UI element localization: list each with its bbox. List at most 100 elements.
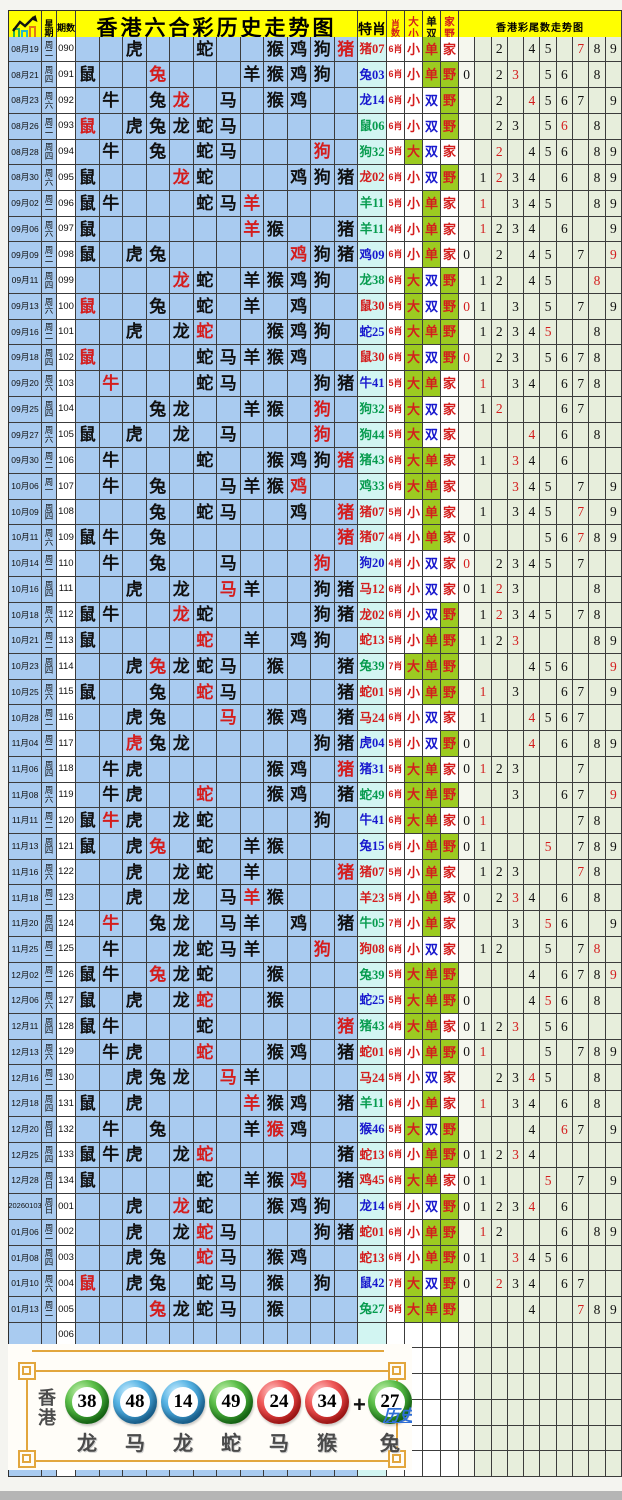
tail-cell: [475, 88, 492, 114]
history-link[interactable]: 历史: [382, 1408, 412, 1425]
tail-cell: [573, 216, 590, 243]
daxiao-cell: 小: [405, 679, 423, 706]
tail-cell: 9: [605, 525, 622, 552]
zodiac-cell-hit: 猪: [334, 242, 358, 269]
zodiac-cell: [170, 1245, 194, 1272]
zodiac-cell-hit: 蛇: [193, 859, 217, 886]
tail-cell: [459, 653, 476, 680]
zodiac-cell: [311, 216, 335, 243]
tail-cell: 3: [507, 602, 525, 629]
zodiac-cell-hit: 蛇: [193, 139, 217, 166]
zodiac-cell-hit: 牛: [99, 1142, 123, 1169]
tail-cell: [589, 242, 606, 269]
tail-cell: [556, 1168, 574, 1195]
tail-cell: [491, 988, 508, 1015]
weekday-cell: 周四: [42, 396, 57, 423]
jiaye-cell: 家: [441, 936, 459, 963]
period-cell: 094: [57, 139, 76, 166]
zodiac-cell: [334, 422, 358, 449]
zodiac-cell: [170, 242, 194, 269]
tail-cell: [524, 936, 541, 963]
weekday-cell: 周四: [42, 911, 57, 937]
zodiac-cell: [217, 1116, 241, 1143]
zodiac-cell: [123, 293, 147, 320]
zodiac-cell-hit: 牛: [99, 1039, 123, 1066]
zodiac-cell-special: 猪: [334, 36, 358, 63]
zodiac-cell: [146, 1168, 170, 1195]
tail-cell: 3: [507, 345, 525, 372]
tail-cell: [459, 499, 476, 526]
zodiac-cell: [240, 499, 264, 526]
zodiac-cell: [99, 1065, 123, 1092]
weekday-cell: 周四: [42, 268, 57, 294]
zodiac-cell: [146, 936, 170, 963]
period-cell: 100: [57, 293, 76, 320]
zodiac-cell: [240, 602, 264, 629]
date-cell: 08月28: [9, 139, 42, 166]
tail-cell: 1: [475, 1014, 492, 1040]
weekday-cell: 周二: [42, 885, 57, 912]
zodiac-cell-hit: 龙: [170, 962, 194, 989]
period-cell: 102: [57, 345, 76, 372]
zodiac-cell: [123, 1116, 147, 1143]
period-cell: 119: [57, 782, 76, 809]
zodiac-cell: [76, 1039, 100, 1066]
zodiac-cell-hit: 虎: [123, 782, 147, 809]
tail-cell: 5: [540, 834, 557, 860]
danshuang-cell: 单: [423, 1245, 441, 1272]
tail-cell: [540, 1296, 557, 1323]
zodiac-cell: [264, 1065, 288, 1092]
zodiac-cell: [311, 782, 335, 809]
tail-cell: [524, 911, 541, 937]
tail-cell: 5: [540, 936, 557, 963]
zodiac-cell: [311, 705, 335, 732]
zodiac-cell: [146, 165, 170, 192]
zodiac-cell: [240, 525, 264, 552]
zodiac-cell: [76, 731, 100, 757]
zodiac-cell: [170, 1168, 194, 1195]
texiao-cell: 蛇01: [358, 1219, 387, 1246]
weekday-cell: 周六: [42, 602, 57, 629]
zodiac-cell-hit: 鼠: [76, 1014, 100, 1040]
tail-cell: [589, 705, 606, 732]
zodiac-cell: [217, 1194, 241, 1220]
tail-cell: [524, 808, 541, 834]
danshuang-cell: 双: [423, 88, 441, 114]
zodiac-cell: [146, 628, 170, 654]
tail-cell: 5: [540, 139, 557, 166]
period-cell: 109: [57, 525, 76, 552]
tail-cell: [589, 1142, 606, 1169]
daxiao-cell: 大: [405, 808, 423, 834]
zodiac-cell: [76, 473, 100, 500]
period-cell: 134: [57, 1168, 76, 1195]
zodiac-cell: [217, 808, 241, 834]
zodiac-cell: [311, 859, 335, 886]
danshuang-cell: 单: [423, 448, 441, 474]
zodiac-cell-hit: 鼠: [76, 808, 100, 834]
tail-cell: 6: [556, 371, 574, 397]
zodiac-cell: [170, 62, 194, 89]
zodiac-cell: [170, 36, 194, 63]
tail-cell: [573, 139, 590, 166]
zodiac-cell: [123, 525, 147, 552]
tail-cell: [491, 782, 508, 809]
zodiac-cell: [170, 834, 194, 860]
date-cell: 2026 0103: [9, 1194, 42, 1220]
zodiac-cell: [170, 782, 194, 809]
zodiac-cell-hit: 牛: [99, 448, 123, 474]
tail-cell: 7: [573, 242, 590, 269]
tail-cell: 9: [605, 473, 622, 500]
zodiac-cell-hit: 羊: [240, 628, 264, 654]
zodiac-cell: [287, 1271, 311, 1297]
zodiac-cell: [76, 1116, 100, 1143]
tail-cell: [459, 88, 476, 114]
tail-cell: [491, 731, 508, 757]
zodiac-cell: [334, 62, 358, 89]
zodiac-cell-hit: 兔: [146, 499, 170, 526]
tail-cell: 7: [573, 396, 590, 423]
texiao-cell: 猴46: [358, 1116, 387, 1143]
danshuang-cell: 单: [423, 834, 441, 860]
zodiac-cell: [99, 653, 123, 680]
tail-cell: [556, 1348, 574, 1375]
tail-cell: 1: [475, 936, 492, 963]
